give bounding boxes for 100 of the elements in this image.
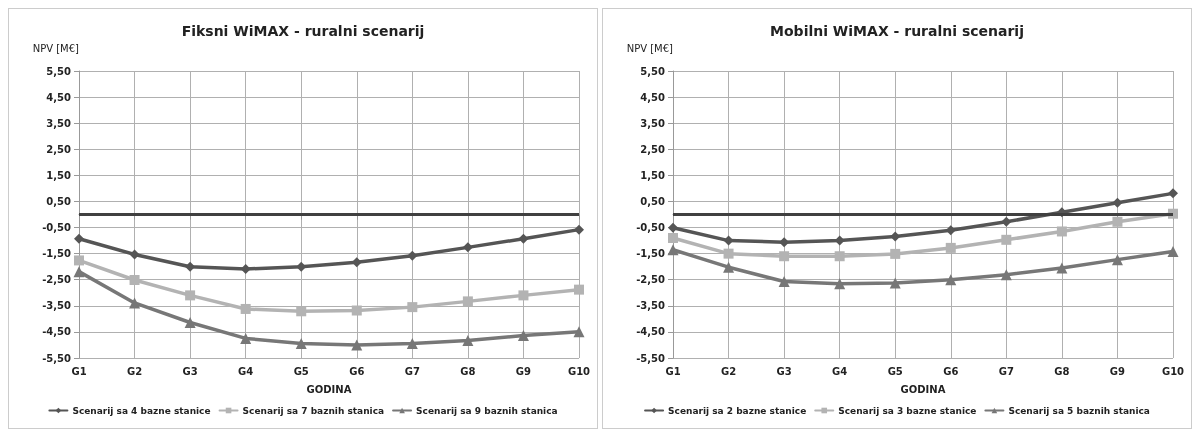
y-tick-label: 1,50 [46,169,72,181]
point [1000,269,1012,281]
point [574,224,584,235]
x-tick-label: G1 [71,365,87,377]
x-tick-label: G5 [887,365,903,377]
x-tick-label: G7 [998,365,1014,377]
point [667,244,679,256]
point [1112,216,1123,227]
point [1056,226,1067,237]
point [73,266,85,278]
y-axis-title: NPV [M€] [626,42,674,54]
legend-label: Scenarij sa 7 baznih stanica [242,405,385,416]
point [74,233,84,244]
point [1001,216,1012,227]
point [573,326,585,338]
point [945,274,957,286]
point [351,339,363,351]
legend-label: Scenarij sa 3 bazne stanice [838,405,977,416]
point [351,305,362,316]
y-tick-label: -4,50 [636,326,666,338]
y-tick-label: -5,50 [42,352,72,364]
legend-label: Scenarij sa 4 bazne stanice [72,405,211,416]
y-tick-label: 1,50 [640,169,666,181]
y-tick-label: 0,50 [640,195,666,207]
point [129,297,141,309]
x-axis-title: GODINA [306,383,352,395]
point [1168,188,1178,199]
point [889,277,901,289]
y-tick-label: -4,50 [42,326,72,338]
y-tick-label: -2,50 [42,274,72,286]
point [574,284,584,295]
x-tick-label: G3 [776,365,792,377]
point [834,251,845,262]
y-tick-label: 4,50 [46,91,72,103]
x-tick-label: G5 [293,365,309,377]
point [668,232,678,243]
point [723,248,734,259]
x-tick-label: G6 [349,365,365,377]
chart-title: Mobilni WiMAX - ruralni scenarij [770,23,1024,39]
point [407,302,418,313]
point [462,242,473,253]
point [407,250,418,261]
y-tick-label: -2,50 [636,274,666,286]
x-tick-label: G1 [665,365,681,377]
y-tick-label: -5,50 [636,352,666,364]
legend-label: Scenarij sa 9 baznih stanica [416,405,558,416]
x-axis-title: GODINA [900,383,946,395]
point [778,276,790,288]
point [185,290,196,301]
point [517,330,529,342]
y-tick-label: -1,50 [42,248,72,260]
x-tick-label: G4 [238,365,254,377]
point [518,290,529,301]
y-tick-label: 3,50 [640,117,666,129]
x-tick-label: G6 [943,365,959,377]
y-tick-label: 2,50 [46,143,72,155]
x-tick-label: G8 [1054,365,1070,377]
point [406,337,418,349]
y-tick-label: -3,50 [636,300,666,312]
point [723,261,735,273]
y-tick-label: 3,50 [46,117,72,129]
point [1001,234,1012,245]
y-axis-title: NPV [M€] [32,42,80,54]
x-tick-label: G10 [567,365,591,377]
point [184,317,196,329]
point [945,242,956,253]
y-tick-label: -0,50 [42,222,72,234]
x-tick-label: G10 [1161,365,1185,377]
point [834,278,846,290]
point [779,251,790,262]
point [668,222,678,233]
x-tick-label: G3 [182,365,198,377]
chart-title: Fiksni WiMAX - ruralni scenarij [181,23,425,39]
point [1056,262,1068,274]
y-tick-label: 0,50 [46,195,72,207]
x-tick-label: G7 [404,365,420,377]
point [462,296,473,307]
y-tick-label: 4,50 [640,91,666,103]
x-tick-label: G9 [1109,365,1126,377]
y-tick-label: -3,50 [42,300,72,312]
point [1111,254,1123,266]
x-tick-label: G8 [460,365,476,377]
x-tick-label: G2 [720,365,737,377]
y-tick-label: 5,50 [46,65,72,77]
legend-label: Scenarij sa 2 bazne stanice [668,405,807,416]
point [1112,197,1123,208]
point [295,337,307,349]
y-tick-label: -1,50 [636,248,666,260]
point [462,335,474,347]
x-tick-label: G4 [832,365,848,377]
point [518,233,529,244]
x-tick-label: G2 [126,365,143,377]
x-tick-label: G9 [515,365,532,377]
y-tick-label: -0,50 [636,222,666,234]
point [240,303,251,314]
point [129,249,140,260]
y-tick-label: 2,50 [640,143,666,155]
legend-label: Scenarij sa 5 baznih stanica [1008,405,1150,416]
point [74,255,84,266]
y-tick-label: 5,50 [640,65,666,77]
